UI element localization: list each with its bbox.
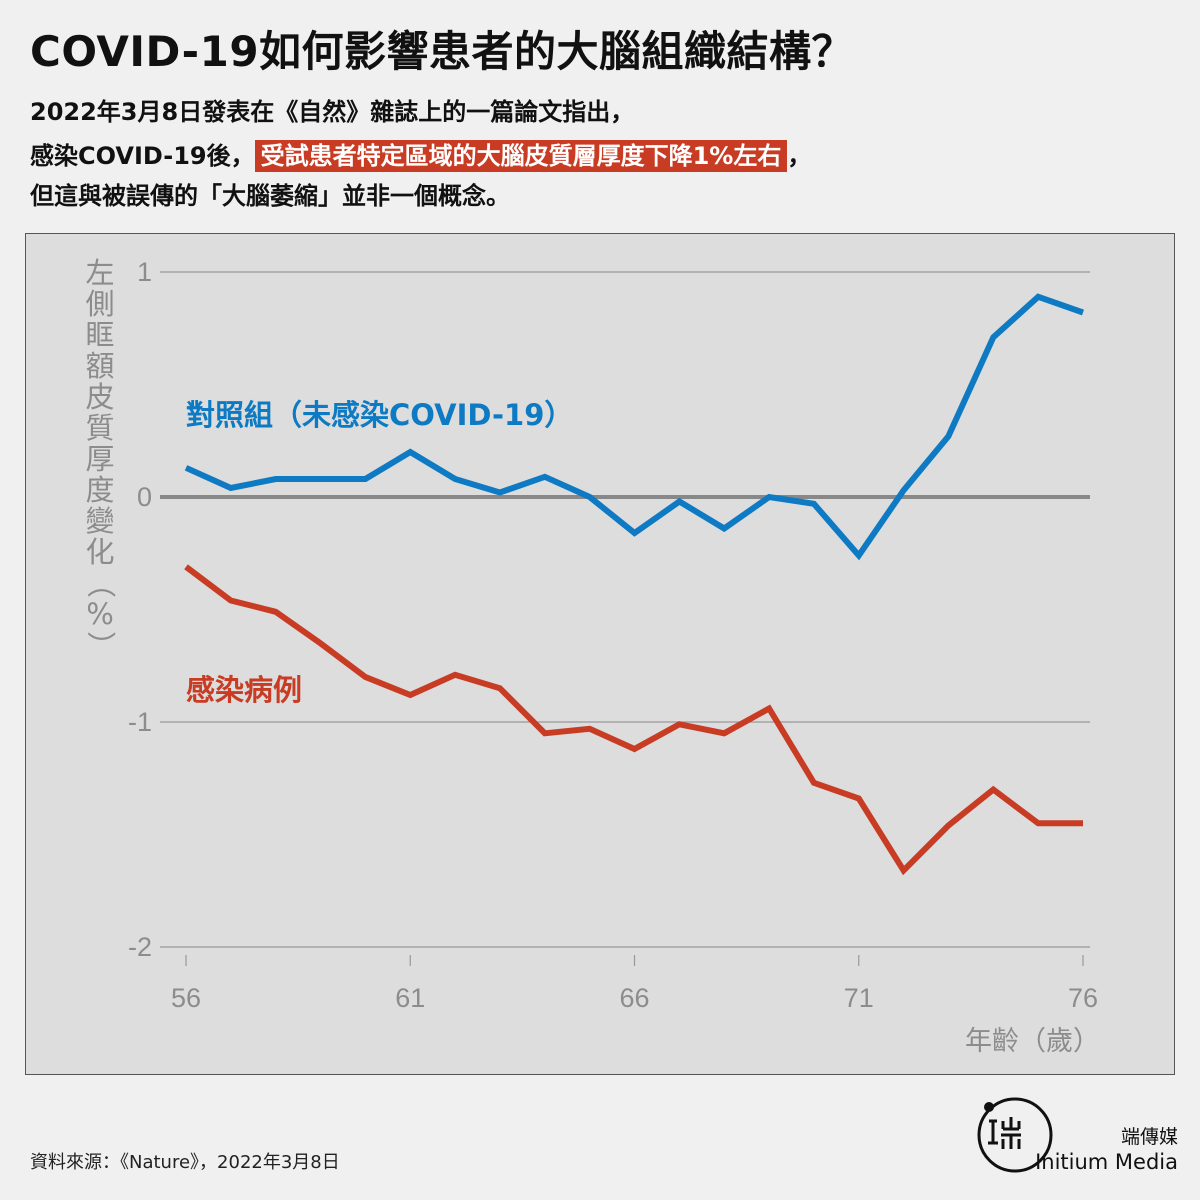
y-axis-title-char: 變 [85,504,115,538]
brand-name-en: Initium Media [1035,1150,1178,1174]
chart-panel [25,233,1175,1075]
source-note: 資料來源：《Nature》，2022年3月8日 [30,1152,340,1173]
y-tick-label: 1 [137,257,152,287]
y-tick-label: -2 [128,932,152,962]
x-tick-label: 61 [395,983,425,1013]
y-axis-title: 左側眶額皮質厚度變化（%） [80,258,120,661]
x-axis-title: 年齡（歲） [965,1026,1100,1057]
y-axis-title-char: 質 [85,411,115,445]
subtitle-highlight: 受試患者特定區域的大腦皮質層厚度下降1%左右 [254,140,788,172]
subtitle-line-2-post: ， [787,142,812,170]
page-title: COVID-19如何影響患者的大腦組織結構？ [30,27,855,76]
x-tick-label: 56 [171,983,201,1013]
x-tick-label: 76 [1068,983,1098,1013]
y-axis-title-char: ） [83,630,118,660]
y-axis-title-char: 左 [85,256,115,290]
x-tick-label: 66 [619,983,649,1013]
x-tick-label: 71 [844,983,874,1013]
y-axis-title-char: 側 [85,287,115,321]
y-axis-title-char: 眶 [85,318,115,352]
series-line-control [184,293,1084,561]
y-axis-title-char: % [86,597,114,631]
series-line-infected [184,564,1083,876]
brand-name-cn: 端傳媒 [1120,1126,1178,1148]
subtitle-line-3: 但這與被誤傳的「大腦萎縮」並非一個概念。 [30,182,510,210]
y-axis-title-char: 化 [85,535,115,569]
series-label-control: 對照組（未感染COVID-19） [186,398,573,432]
series-label-infected: 感染病例 [186,673,302,707]
y-axis-title-char: 額 [85,349,115,383]
y-axis-title-char: 度 [85,473,115,507]
y-axis-title-char: （ [83,568,118,598]
subtitle-line-2-pre: 感染COVID-19後， [30,142,255,170]
initium-logo-icon [977,1097,1053,1173]
y-axis-title-char: 厚 [85,442,115,476]
subtitle-line-1: 2022年3月8日發表在《自然》雜誌上的一篇論文指出， [30,98,635,126]
y-axis-title-char: 皮 [85,380,115,414]
subtitle-line-2: 感染COVID-19後， 受試患者特定區域的大腦皮質層厚度下降1%左右， [30,136,811,176]
y-tick-label: 0 [137,482,152,512]
y-tick-label: -1 [128,707,152,737]
